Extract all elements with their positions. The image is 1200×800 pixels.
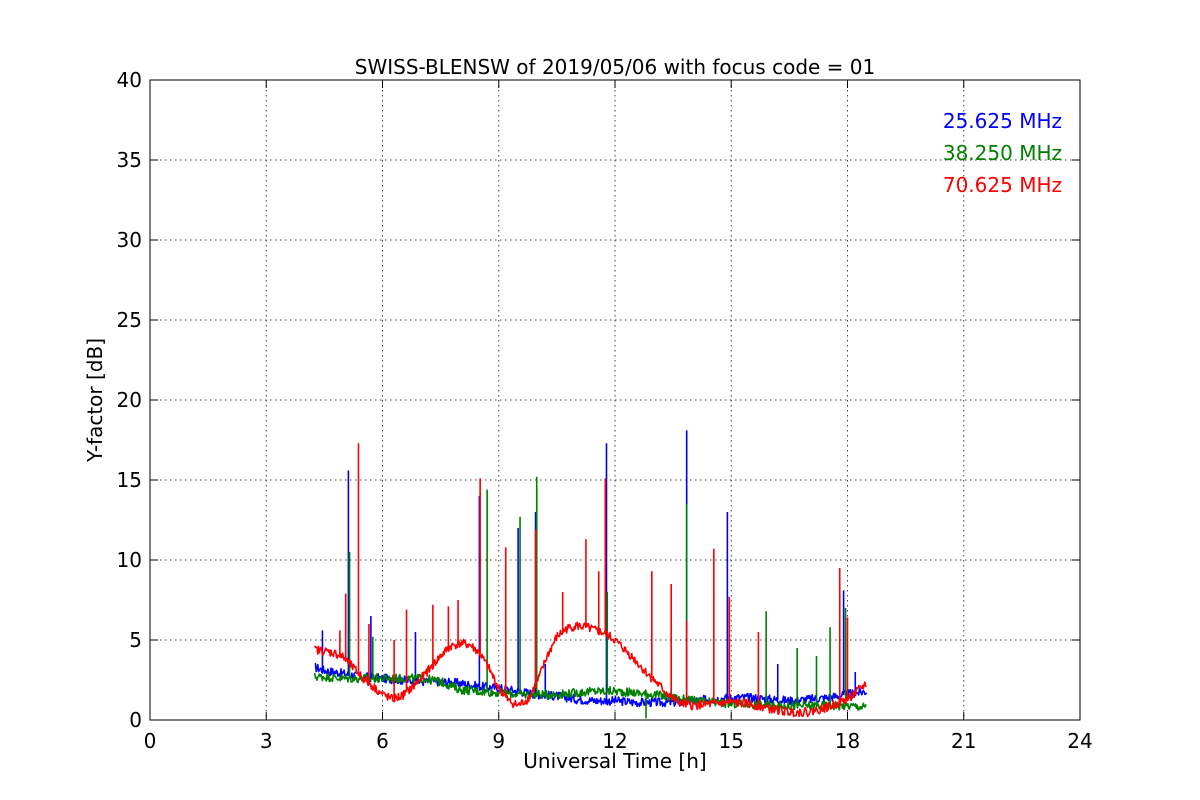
legend: 25.625 MHz 38.250 MHz 70.625 MHz [943,109,1062,197]
y-axis-title: Y-factor [dB] [83,338,107,463]
grid [150,80,1080,720]
y-tick-label: 30 [117,228,142,252]
chart-title: SWISS-BLENSW of 2019/05/06 with focus co… [355,55,876,79]
series-layer [313,430,868,719]
y-tick-label: 5 [129,628,142,652]
x-tick-label: 15 [719,729,744,753]
x-axis-title: Universal Time [h] [523,749,706,773]
x-tick-label: 21 [951,729,976,753]
y-tick-label: 25 [117,308,142,332]
x-tick-label: 18 [835,729,860,753]
ticks: 0 3 6 9 12 15 18 21 24 0 5 10 15 20 25 30 35 40 [117,68,1093,753]
y-tick-label: 40 [117,68,142,92]
x-tick-label: 0 [144,729,157,753]
legend-entry: 25.625 MHz [943,109,1062,133]
y-tick-label: 20 [117,388,142,412]
x-tick-label: 24 [1067,729,1092,753]
y-tick-label: 10 [117,548,142,572]
legend-entry: 38.250 MHz [943,141,1062,165]
x-tick-label: 3 [260,729,273,753]
y-tick-label: 0 [129,708,142,732]
x-tick-label: 12 [602,729,627,753]
y-tick-label: 15 [117,468,142,492]
x-tick-label: 9 [492,729,505,753]
legend-entry: 70.625 MHz [943,173,1062,197]
y-tick-label: 35 [117,148,142,172]
x-tick-label: 6 [376,729,389,753]
